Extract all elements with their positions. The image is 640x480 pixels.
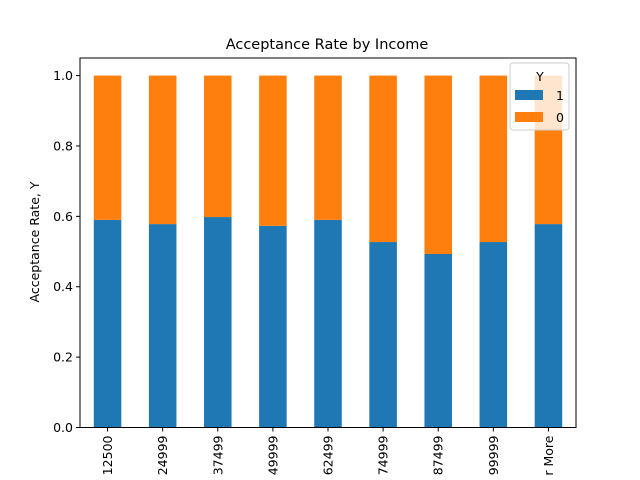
legend-label: 1	[556, 88, 564, 103]
x-tick-label: 74999	[376, 435, 391, 475]
plot-frame	[79, 57, 577, 428]
legend-label: 0	[556, 110, 564, 125]
bar-accepted	[534, 224, 563, 428]
x-axis: 12500 24999 37499 49999 62499 74999 87499 99999…	[100, 427, 556, 476]
x-tick-label: 37499	[210, 435, 225, 475]
chart-title: Acceptance Rate by Income	[226, 37, 429, 53]
bar-accepted	[369, 242, 397, 428]
bar-rejected	[424, 75, 452, 255]
bar-accepted	[204, 217, 232, 428]
bar-accepted	[148, 224, 177, 428]
legend-swatch	[515, 112, 543, 122]
bar-rejected	[259, 75, 287, 226]
bar-accepted	[479, 242, 508, 428]
y-axis: 0.0 0.2 0.4 0.6 0.8 1.0	[53, 68, 80, 435]
legend-title: Y	[535, 69, 544, 84]
y-tick-label: 0.6	[53, 209, 73, 224]
legend: Y1 0	[509, 62, 570, 131]
y-tick-label: 0.2	[53, 350, 73, 365]
x-tick-label: 12500	[100, 435, 115, 475]
bar-accepted	[93, 219, 122, 428]
x-tick-label: 99999	[486, 435, 501, 475]
x-tick-label: 62499	[321, 435, 336, 475]
bar-rejected	[314, 75, 342, 220]
y-axis-label: Acceptance Rate, Y	[27, 181, 42, 302]
bar-rejected	[93, 75, 122, 220]
legend-swatch	[515, 90, 543, 100]
bar-group	[93, 75, 563, 428]
y-tick-label: 1.0	[53, 68, 73, 83]
y-tick-label: 0.4	[53, 279, 73, 294]
bar-accepted	[314, 219, 342, 428]
x-tick-label: r More	[541, 435, 556, 475]
x-tick-label: 24999	[155, 435, 170, 475]
bar-accepted	[424, 254, 452, 428]
x-tick-label: 49999	[265, 435, 280, 475]
bar-rejected	[479, 75, 508, 243]
bar-rejected	[369, 75, 397, 243]
bar-rejected	[204, 75, 232, 218]
y-tick-label: 0.0	[53, 420, 73, 435]
y-tick-label: 0.8	[53, 138, 73, 153]
bar-accepted	[259, 225, 287, 428]
bar-rejected	[148, 75, 177, 225]
x-tick-label: 87499	[431, 435, 446, 475]
